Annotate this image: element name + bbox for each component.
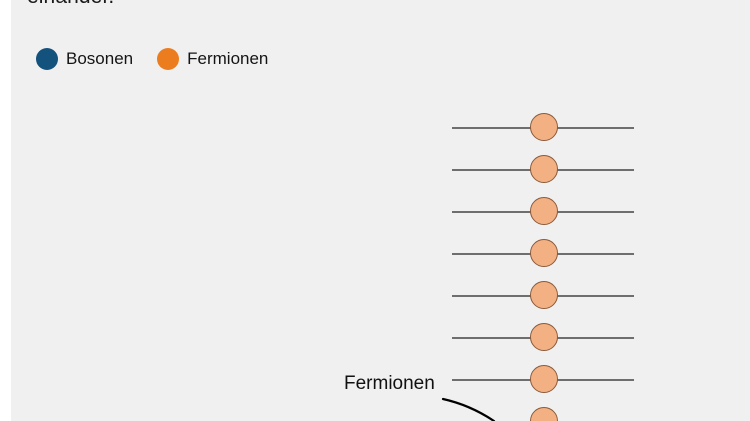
fermion-particle-icon: [530, 407, 558, 421]
legend-item-label: Bosonen: [66, 49, 134, 68]
fermion-particle-icon: [530, 155, 558, 183]
circle-icon: [36, 48, 58, 70]
legend-item-label: Fermionen: [187, 49, 269, 68]
page-headline-clipped: einander.: [27, 0, 114, 10]
illustration-background: [11, 0, 750, 421]
circle-icon: [157, 48, 180, 70]
annotation-label-fermionen: Fermionen: [344, 373, 435, 394]
fermion-particle-icon: [530, 113, 558, 141]
legend-item-bosonen[interactable]: Bosonen: [36, 48, 133, 70]
fermion-particle-icon: [530, 239, 558, 267]
fermion-particle-icon: [530, 365, 558, 393]
legend: Bosonen Fermionen: [36, 48, 268, 70]
fermion-particle-icon: [530, 197, 558, 225]
fermion-particle-icon: [530, 281, 558, 309]
fermion-particle-icon: [530, 323, 558, 351]
legend-item-fermionen[interactable]: Fermionen: [157, 48, 268, 70]
